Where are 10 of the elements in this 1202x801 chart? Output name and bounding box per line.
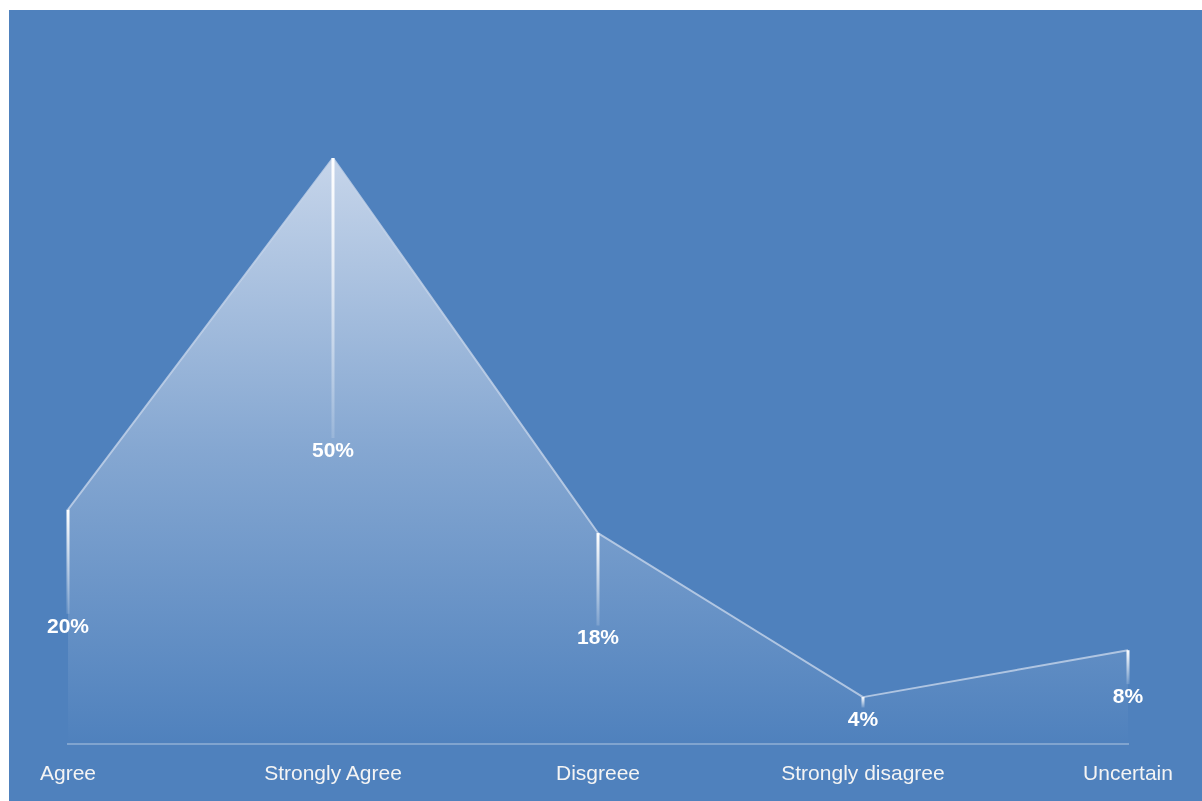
data-label: 20% <box>46 613 90 637</box>
data-label: 4% <box>847 707 879 731</box>
x-tick-label: Uncertain <box>1083 761 1173 785</box>
x-tick-label: Disgreee <box>555 761 641 785</box>
data-label: 50% <box>311 437 355 461</box>
x-tick-label: Strongly Agree <box>264 761 402 785</box>
data-label: 8% <box>1112 683 1144 707</box>
x-tick-label: Strongly disagree <box>781 761 945 785</box>
x-tick-label: Agree <box>39 761 97 785</box>
data-label: 18% <box>576 625 620 649</box>
